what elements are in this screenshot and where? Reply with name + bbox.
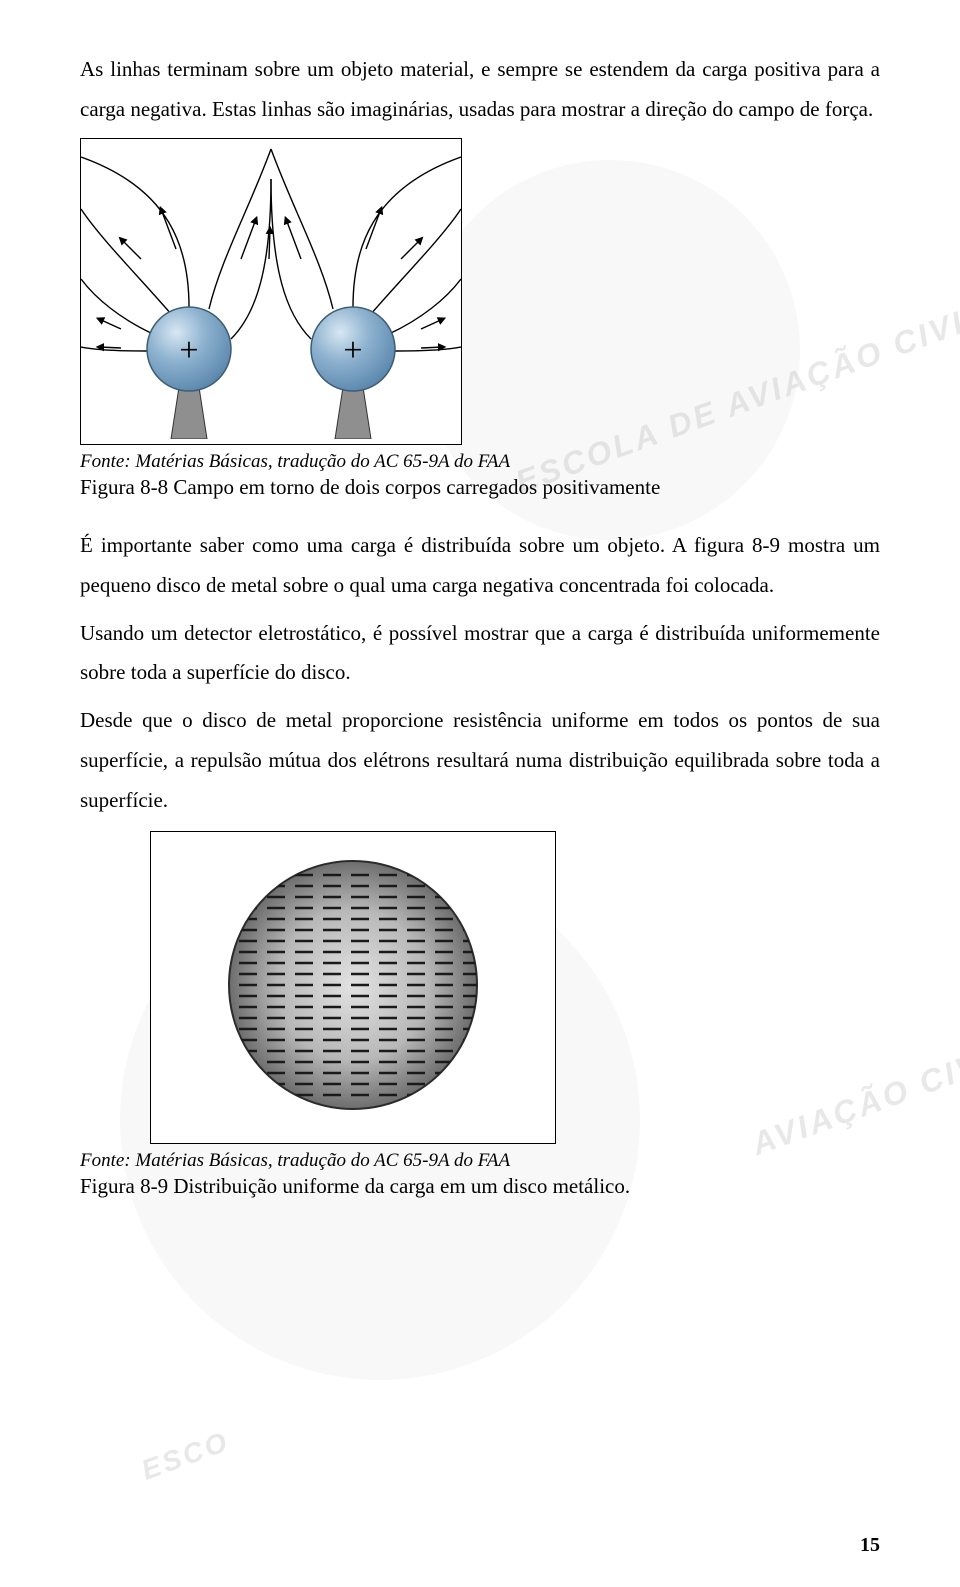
figure-8-8-svg: + +	[81, 139, 461, 439]
paragraph: Usando um detector eletrostático, é poss…	[80, 614, 880, 694]
figure-8-8: + + Fonte: Matérias Básicas, tradução do…	[80, 138, 880, 500]
paragraph: As linhas terminam sobre um objeto mater…	[80, 50, 880, 130]
figure-8-9-source: Fonte: Matérias Básicas, tradução do AC …	[80, 1150, 880, 1172]
figure-8-8-title: Figura 8-8 Campo em torno de dois corpos…	[80, 475, 880, 500]
page-content: As linhas terminam sobre um objeto mater…	[80, 50, 880, 1199]
figure-8-9	[150, 831, 880, 1144]
figure-8-9-box	[150, 831, 556, 1144]
svg-text:+: +	[179, 332, 198, 369]
svg-text:+: +	[343, 332, 362, 369]
figure-8-8-box: + +	[80, 138, 462, 445]
figure-8-9-svg	[151, 832, 555, 1138]
figure-8-9-title: Figura 8-9 Distribuição uniforme da carg…	[80, 1174, 880, 1199]
watermark-text: ESCO	[137, 1425, 234, 1486]
page-number: 15	[860, 1534, 880, 1557]
paragraph: É importante saber como uma carga é dist…	[80, 526, 880, 606]
paragraph: Desde que o disco de metal proporcione r…	[80, 701, 880, 821]
figure-8-8-source: Fonte: Matérias Básicas, tradução do AC …	[80, 451, 880, 473]
